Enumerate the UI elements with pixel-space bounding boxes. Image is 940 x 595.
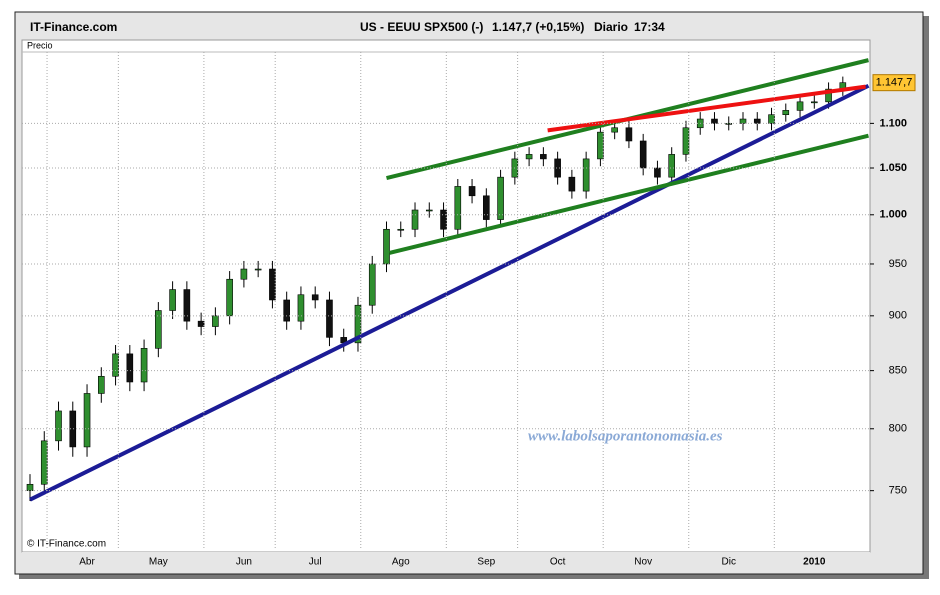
candle-body xyxy=(668,154,676,178)
y-tick-label: 750 xyxy=(889,485,907,497)
copyright: © IT-Finance.com xyxy=(27,539,106,550)
instrument: US - EEUU SPX500 (-) xyxy=(360,20,483,34)
candle-body xyxy=(483,195,490,220)
candle-body xyxy=(739,118,747,124)
trend-line xyxy=(547,84,866,133)
candle-body xyxy=(226,278,233,317)
candle-body xyxy=(383,228,390,265)
candle-body xyxy=(411,209,419,230)
candle-body xyxy=(468,186,476,197)
candle-body xyxy=(768,114,775,124)
candle-body xyxy=(625,127,633,142)
candle-body xyxy=(682,127,690,155)
candle-body xyxy=(597,131,604,160)
x-tick-label: Sep xyxy=(477,557,495,568)
candle-body xyxy=(126,353,134,383)
candle-body xyxy=(240,268,248,280)
candle-body xyxy=(611,127,618,133)
y-axis-label: Precio xyxy=(27,40,53,50)
y-tick-label: 950 xyxy=(889,258,907,270)
candle-body xyxy=(354,304,362,344)
x-tick-label: Ago xyxy=(392,557,410,568)
trend-line xyxy=(388,133,869,255)
candle-body xyxy=(254,268,262,271)
x-tick-label: May xyxy=(149,557,168,568)
x-axis-strip xyxy=(22,552,870,572)
candle-body xyxy=(283,299,290,322)
candle-body xyxy=(55,410,62,442)
candle-body xyxy=(440,209,447,230)
candle-body xyxy=(112,353,119,377)
candle-body xyxy=(725,123,733,125)
candle-body xyxy=(212,315,219,327)
candle-body xyxy=(639,140,647,169)
candle-body xyxy=(326,299,333,338)
y-tick-label: 850 xyxy=(889,365,907,377)
candle-body xyxy=(525,154,533,160)
watermark: www.labolsaporantonomasia.es xyxy=(528,428,723,444)
candle-body xyxy=(98,375,105,394)
y-tick-label: 800 xyxy=(889,423,907,435)
x-tick-label: 2010 xyxy=(803,557,826,568)
x-tick-label: Dic xyxy=(722,557,736,568)
y-tick-label: 1.050 xyxy=(879,162,907,174)
candle-body xyxy=(26,483,34,491)
candle-body xyxy=(554,158,561,178)
candle-body xyxy=(825,88,832,103)
y-tick-label: 1.100 xyxy=(879,117,907,129)
x-tick-label: Jun xyxy=(236,557,252,568)
y-tick-label: 900 xyxy=(889,310,907,322)
candle-body xyxy=(711,118,718,124)
quote: 1.147,7 (+0,15%) xyxy=(492,20,584,34)
candle-body xyxy=(397,228,405,231)
x-tick-label: Nov xyxy=(634,557,652,568)
candle-body xyxy=(297,294,305,322)
y-tick-label: 1.000 xyxy=(879,209,907,221)
candle-body xyxy=(497,176,504,220)
trend-line xyxy=(29,83,870,502)
candle-body xyxy=(454,186,462,230)
candle-body xyxy=(169,289,176,311)
candle-body xyxy=(540,154,547,160)
candle-body xyxy=(269,268,276,301)
candle-body xyxy=(311,294,319,301)
last-price-box xyxy=(872,74,916,92)
candle-body xyxy=(654,167,661,178)
period: Diario xyxy=(594,20,628,34)
candle-body xyxy=(796,101,804,111)
candle-body xyxy=(69,410,77,448)
candle-body xyxy=(368,263,376,306)
candle-body xyxy=(140,348,148,383)
x-tick-label: Abr xyxy=(79,557,95,568)
x-tick-label: Oct xyxy=(550,557,566,568)
candle-body xyxy=(810,101,818,104)
candle-body xyxy=(753,118,761,124)
candle-body xyxy=(155,310,162,349)
last-price-label: 1.147,7 xyxy=(876,77,913,89)
candle-body xyxy=(83,393,91,448)
candle-body xyxy=(197,320,205,327)
candle-body xyxy=(582,158,590,192)
candle-body xyxy=(425,209,433,212)
candle-body xyxy=(568,176,576,192)
time: 17:34 xyxy=(634,20,665,34)
candle-body xyxy=(40,440,48,485)
x-tick-label: Jul xyxy=(309,557,322,568)
candle-body xyxy=(183,289,191,322)
site-name: IT-Finance.com xyxy=(30,20,117,34)
candle-body xyxy=(782,110,790,116)
